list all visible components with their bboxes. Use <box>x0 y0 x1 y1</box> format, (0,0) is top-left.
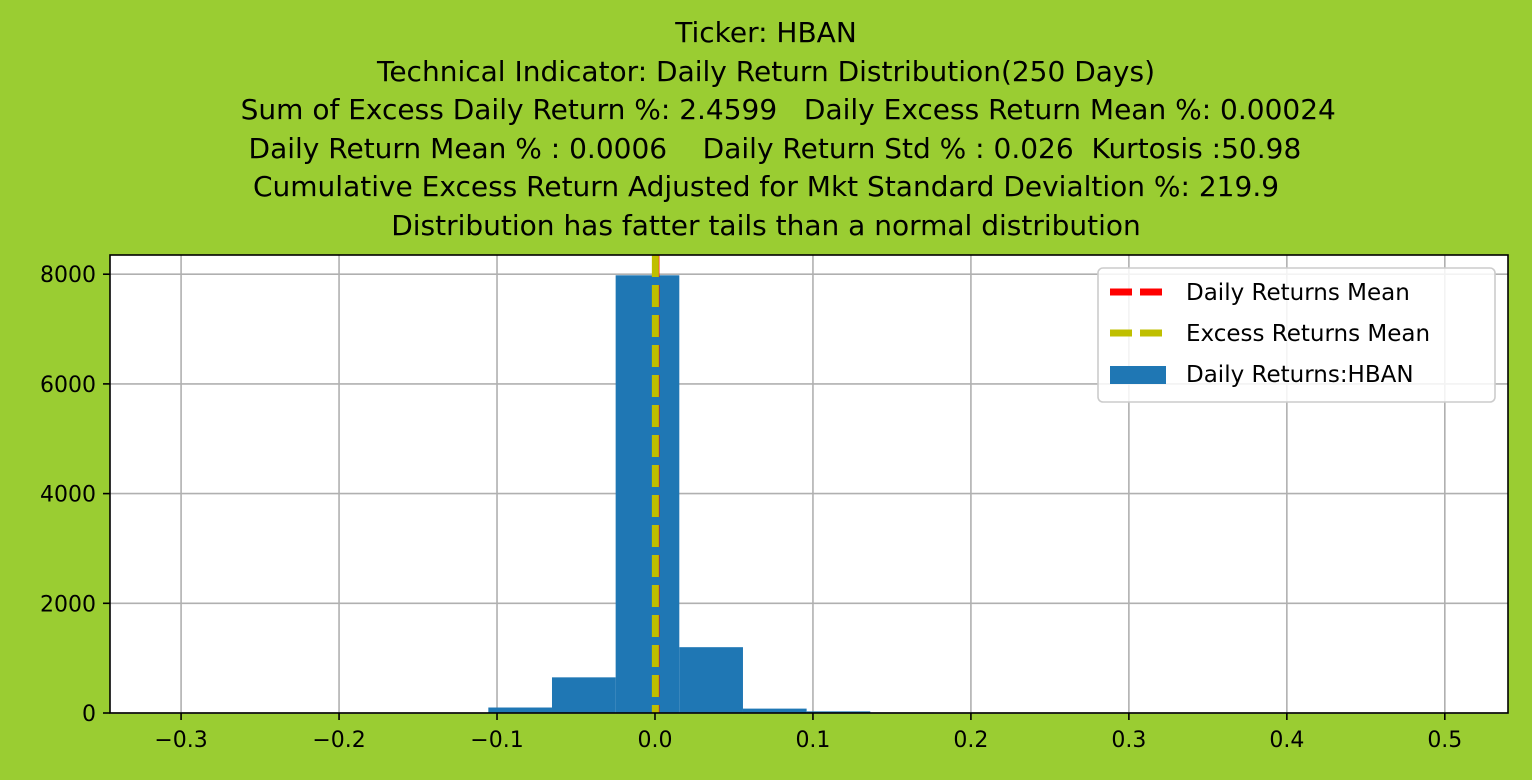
y-tick-label: 0 <box>82 702 96 727</box>
axes-frame <box>109 254 1509 714</box>
histogram-bar <box>742 708 807 713</box>
chart-title-ticker: Ticker: HBAN <box>675 16 857 49</box>
chart-title-return-stats: Daily Return Mean % : 0.0006 Daily Retur… <box>230 131 1302 165</box>
legend-label: Daily Returns Mean <box>1186 280 1410 306</box>
y-tick-label: 8000 <box>40 263 96 288</box>
chart-title-tails-note: Distribution has fatter tails than a nor… <box>391 208 1141 242</box>
legend-label: Excess Returns Mean <box>1186 321 1430 347</box>
x-tick-label: 0.0 <box>637 728 672 753</box>
histogram-bar <box>551 677 616 713</box>
x-tick-label: −0.1 <box>470 728 523 753</box>
histogram-bars <box>144 275 1444 713</box>
legend: Daily Returns Mean Excess Returns Mean Dai… <box>1097 267 1496 403</box>
y-tick-label: 2000 <box>40 592 96 617</box>
histogram-bar <box>615 275 680 713</box>
x-tick-label: −0.3 <box>154 728 207 753</box>
chart-title-indicator: Technical Indicator: Daily Return Distri… <box>376 54 1156 88</box>
histogram-bar <box>488 707 552 713</box>
legend-swatch-bar <box>1110 366 1166 384</box>
x-tick-label: 0.4 <box>1269 728 1304 753</box>
x-tick-label: 0.2 <box>953 728 988 753</box>
x-tick-label: −0.2 <box>312 728 365 753</box>
histogram-bar <box>679 647 743 713</box>
legend-box <box>1097 267 1496 403</box>
legend-label: Daily Returns:HBAN <box>1186 362 1414 388</box>
y-tick-label: 4000 <box>40 483 96 508</box>
x-tick-label: 0.1 <box>795 728 830 753</box>
chart-title-block: Ticker: HBAN Technical Indicator: Daily … <box>0 14 1532 245</box>
x-tick-label: 0.3 <box>1111 728 1146 753</box>
x-tick-label: 0.5 <box>1427 728 1462 753</box>
chart-title-excess-stats: Sum of Excess Daily Return %: 2.4599 Dai… <box>196 93 1336 126</box>
y-tick-label: 6000 <box>40 373 96 398</box>
chart-title-cumulative: Cumulative Excess Return Adjusted for Mk… <box>252 170 1280 203</box>
histogram-bar <box>806 711 871 713</box>
